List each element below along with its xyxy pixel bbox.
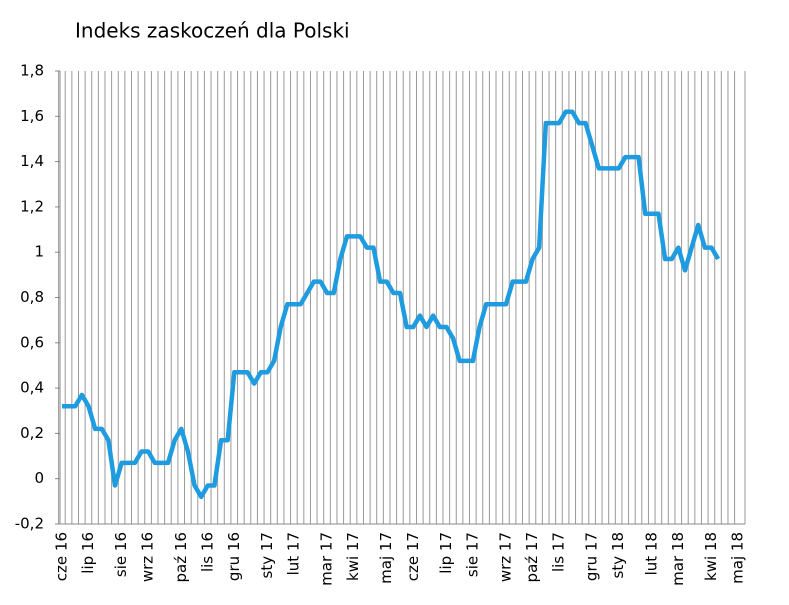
y-tick-label: 1 <box>34 243 44 261</box>
x-tick-label: paź 17 <box>523 532 541 582</box>
x-tick-label: lut 17 <box>284 532 302 575</box>
x-tick-label: lis 16 <box>198 532 216 572</box>
x-tick-label: mar 17 <box>318 532 336 586</box>
x-tick-label: gru 17 <box>583 532 601 581</box>
x-tick-label: mar 18 <box>669 532 687 586</box>
y-tick-label: 0,4 <box>20 379 44 397</box>
y-tick-label: 0,8 <box>20 288 44 306</box>
x-tick-label: sie 17 <box>463 532 481 577</box>
x-tick-label: sie 16 <box>112 532 130 577</box>
x-tick-label: paź 16 <box>172 532 190 582</box>
x-tick-label: kwi 17 <box>344 532 362 581</box>
x-tick-label: cze 16 <box>53 532 71 581</box>
y-tick-label: 0 <box>34 469 44 487</box>
x-tick-label: sty 18 <box>609 532 627 578</box>
x-tick-label: lip 17 <box>437 532 455 574</box>
x-tick-label: maj 17 <box>377 532 395 584</box>
data-line <box>62 109 721 500</box>
y-tick-label: -0,2 <box>15 515 44 533</box>
x-tick-label: maj 18 <box>729 532 747 584</box>
x-tick-label: cze 17 <box>404 532 422 581</box>
x-tick-label: lis 17 <box>550 532 568 572</box>
y-tick-label: 1,8 <box>20 62 44 80</box>
chart-title: Indeks zaskoczeń dla Polski <box>75 19 350 43</box>
y-tick-label: 0,6 <box>20 333 44 351</box>
y-tick-label: 1,6 <box>20 107 44 125</box>
y-tick-label: 1,4 <box>20 152 44 170</box>
x-tick-label: kwi 18 <box>702 532 720 581</box>
x-tick-label: lut 18 <box>642 532 660 575</box>
x-tick-label: wrz 16 <box>139 532 157 582</box>
x-tick-label: gru 16 <box>225 532 243 581</box>
x-tick-label: wrz 17 <box>497 532 515 582</box>
x-tick-label: sty 17 <box>258 532 276 578</box>
y-tick-label: 1,2 <box>20 197 44 215</box>
x-tick-label: lip 16 <box>79 532 97 574</box>
y-tick-label: 0,2 <box>20 424 44 442</box>
